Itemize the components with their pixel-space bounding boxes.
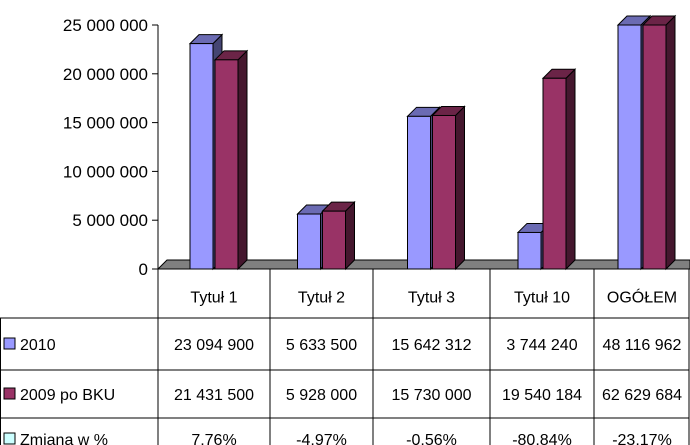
- row-label: 2010: [20, 337, 56, 354]
- row-label: Zmiana w %: [20, 432, 108, 445]
- bar-2010: [617, 24, 642, 270]
- bar-2009-po-bku: [214, 59, 239, 270]
- legend-swatch: [3, 432, 16, 445]
- y-tick-label: 15 000 000: [63, 114, 148, 133]
- table-cell: 23 094 900: [174, 337, 254, 354]
- table-cell: 21 431 500: [174, 387, 254, 404]
- y-tick-label: 0: [139, 260, 148, 279]
- y-tick-label: 5 000 000: [72, 211, 148, 230]
- category-label: Tytuł 3: [408, 290, 455, 307]
- bar-side: [565, 68, 576, 271]
- table-cell: 19 540 184: [502, 387, 582, 404]
- category-label: OGÓŁEM: [607, 288, 677, 307]
- table-cell: -80,84%: [512, 432, 572, 445]
- table-cell: 7,76%: [191, 432, 236, 445]
- bar-side: [345, 200, 355, 271]
- category-label: Tytuł 2: [298, 290, 345, 307]
- category-label: Tytuł 1: [190, 290, 237, 307]
- table-cell: -4,97%: [296, 432, 347, 445]
- legend-swatch: [3, 387, 16, 400]
- bar-2009-po-bku: [542, 77, 567, 270]
- row-label: 2009 po BKU: [20, 387, 115, 404]
- table-cell: 3 744 240: [506, 337, 577, 354]
- table-cell: -0,56%: [406, 432, 457, 445]
- table-cell: -23,17%: [612, 432, 672, 445]
- table-cell: 15 642 312: [391, 337, 471, 354]
- y-tick-label: 10 000 000: [63, 162, 148, 181]
- bar-2010: [517, 231, 542, 270]
- y-tick-label: 20 000 000: [63, 65, 148, 84]
- legend-swatch: [3, 337, 16, 350]
- table-cell: 5 633 500: [286, 337, 357, 354]
- bar-2009-po-bku: [642, 24, 667, 270]
- bar-2009-po-bku: [322, 210, 346, 270]
- bar-side: [665, 14, 676, 271]
- y-tick-label: 25 000 000: [63, 16, 148, 35]
- bar-2010: [407, 115, 431, 270]
- bar-side: [455, 105, 465, 271]
- bar-2010: [189, 43, 214, 270]
- table-cell: 62 629 684: [602, 387, 682, 404]
- table-cell: 5 928 000: [286, 387, 357, 404]
- bar-side: [237, 49, 248, 271]
- table-cell: 15 730 000: [391, 387, 471, 404]
- bar-2009-po-bku: [432, 114, 456, 270]
- category-label: Tytuł 10: [514, 290, 570, 307]
- table-cell: 48 116 962: [603, 337, 682, 354]
- bar-2010: [297, 213, 321, 270]
